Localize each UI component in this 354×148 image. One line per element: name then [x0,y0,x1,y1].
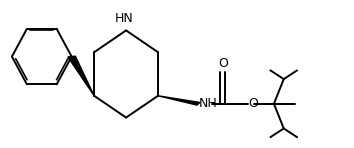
Text: O: O [218,57,228,70]
Text: HN: HN [115,12,134,25]
Polygon shape [158,96,200,105]
Polygon shape [68,56,94,96]
Text: O: O [249,97,258,110]
Text: NH: NH [199,97,218,110]
